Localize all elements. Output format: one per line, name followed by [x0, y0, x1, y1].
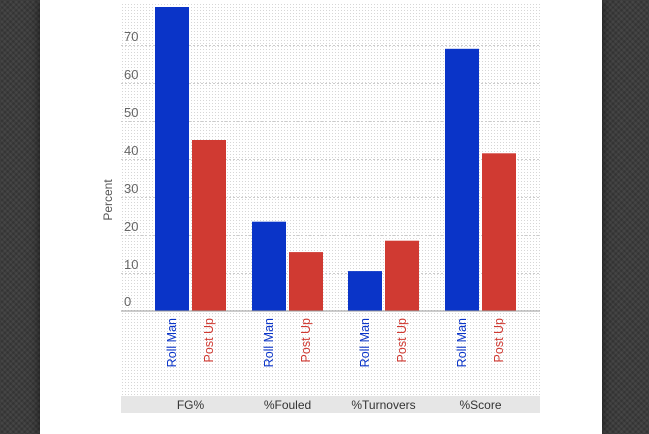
category-axis-band: [121, 396, 540, 413]
bars: [155, 7, 516, 312]
category-labels: FG% %Fouled %Turnovers %Score: [177, 398, 502, 412]
bar-series-label: Roll Man: [358, 318, 372, 367]
category-label-3: %Score: [459, 398, 501, 412]
y-axis-label: Percent: [101, 179, 115, 221]
chart-panel: 0 10 20 30 40 50 60 70 Roll Man Post Up Roll Man P…: [40, 0, 602, 434]
bar-series-label: Roll Man: [165, 318, 179, 367]
category-label-2: %Turnovers: [351, 398, 415, 412]
y-tick-label-10: 10: [124, 257, 138, 272]
y-tick-label-40: 40: [124, 143, 138, 158]
bar-post-up-2: [385, 240, 419, 311]
y-tick-label-30: 30: [124, 181, 138, 196]
bar-post-up-1: [289, 252, 323, 311]
bar-series-label: Post Up: [395, 318, 409, 363]
y-tick-labels: 0 10 20 30 40 50 60 70: [124, 29, 138, 309]
y-tick-label-20: 20: [124, 219, 138, 234]
bar-roll-man-2: [348, 271, 382, 311]
bar-chart: 0 10 20 30 40 50 60 70 Roll Man Post Up Roll Man P…: [101, 4, 540, 413]
bar-roll-man-3: [445, 48, 479, 312]
bar-series-label: Roll Man: [262, 318, 276, 367]
bar-series-label: Post Up: [299, 318, 313, 363]
category-label-0: FG%: [177, 398, 205, 412]
y-tick-label-60: 60: [124, 67, 138, 82]
y-tick-label-50: 50: [124, 105, 138, 120]
y-tick-label-0: 0: [124, 294, 131, 309]
bar-roll-man-0: [155, 7, 189, 311]
y-tick-label-70: 70: [124, 29, 138, 44]
bar-roll-man-1: [252, 221, 286, 311]
bar-series-label: Post Up: [492, 318, 506, 363]
category-label-1: %Fouled: [264, 398, 311, 412]
bar-labels: Roll Man Post Up Roll Man Post Up Roll Man Po…: [165, 318, 506, 367]
bar-post-up-3: [482, 153, 516, 311]
bar-series-label: Post Up: [202, 318, 216, 363]
bar-post-up-0: [192, 140, 226, 311]
bar-series-label: Roll Man: [455, 318, 469, 367]
